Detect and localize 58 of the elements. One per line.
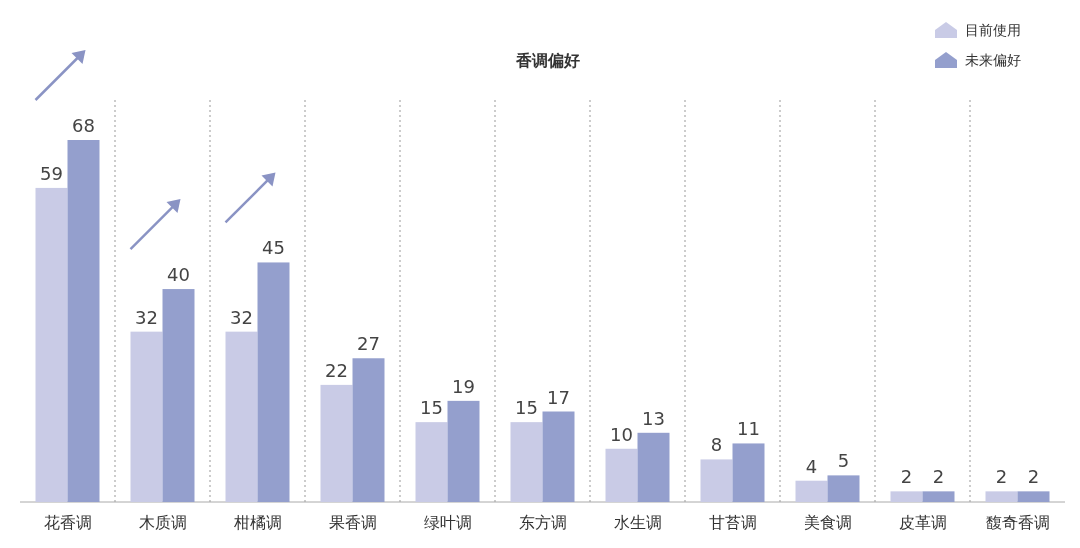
data-label: 15 bbox=[420, 397, 443, 419]
x-tick-label: 木质调 bbox=[138, 513, 187, 532]
x-tick-label: 美食调 bbox=[803, 513, 852, 532]
bar bbox=[1017, 491, 1050, 502]
data-label: 59 bbox=[40, 162, 63, 184]
x-tick-label: 水生调 bbox=[613, 513, 662, 532]
x-tick-label: 甘苔调 bbox=[708, 513, 757, 532]
data-label: 27 bbox=[357, 333, 380, 355]
data-label: 32 bbox=[135, 306, 158, 328]
bar bbox=[320, 384, 353, 502]
x-tick-label: 皮革调 bbox=[898, 513, 947, 532]
x-tick-label: 东方调 bbox=[518, 513, 567, 532]
data-label: 15 bbox=[515, 397, 538, 419]
data-label: 17 bbox=[547, 386, 570, 408]
bar bbox=[605, 448, 638, 502]
data-label: 40 bbox=[167, 264, 190, 286]
bar bbox=[890, 491, 923, 502]
data-label: 68 bbox=[72, 115, 95, 136]
bar bbox=[542, 411, 575, 502]
data-label: 4 bbox=[805, 455, 818, 477]
data-label: 32 bbox=[230, 306, 253, 328]
bar bbox=[732, 443, 765, 502]
data-label: 19 bbox=[452, 375, 475, 397]
bar bbox=[415, 422, 448, 502]
bar bbox=[162, 289, 195, 502]
chart-title: 香调偏好 bbox=[515, 51, 580, 70]
x-tick-label: 绿叶调 bbox=[423, 513, 472, 532]
bar bbox=[795, 480, 828, 502]
bar bbox=[35, 187, 68, 502]
bar bbox=[225, 331, 258, 502]
data-label: 45 bbox=[262, 237, 285, 259]
x-tick-label: 花香调 bbox=[43, 513, 92, 532]
data-label: 2 bbox=[932, 466, 945, 488]
bar bbox=[510, 422, 543, 502]
data-label: 11 bbox=[737, 418, 760, 440]
bar bbox=[130, 331, 163, 502]
data-label: 2 bbox=[1027, 466, 1040, 488]
data-label: 2 bbox=[900, 466, 913, 488]
data-label: 10 bbox=[610, 423, 633, 445]
data-label: 8 bbox=[710, 434, 723, 456]
bar bbox=[827, 475, 860, 502]
bar bbox=[257, 262, 290, 502]
bar bbox=[67, 140, 100, 502]
data-label: 13 bbox=[642, 407, 665, 429]
bar bbox=[352, 358, 385, 502]
data-label: 2 bbox=[995, 466, 1008, 488]
bar bbox=[637, 432, 670, 502]
bar bbox=[700, 459, 733, 502]
legend-label: 未来偏好 bbox=[965, 52, 1021, 68]
bar bbox=[447, 400, 480, 502]
legend-label: 目前使用 bbox=[965, 22, 1021, 38]
data-label: 22 bbox=[325, 359, 348, 381]
x-tick-label: 馥奇香调 bbox=[985, 513, 1050, 532]
x-tick-label: 果香调 bbox=[328, 513, 377, 532]
bar bbox=[985, 491, 1018, 502]
data-label: 5 bbox=[837, 450, 850, 472]
bar bbox=[922, 491, 955, 502]
x-tick-label: 柑橘调 bbox=[232, 513, 282, 532]
